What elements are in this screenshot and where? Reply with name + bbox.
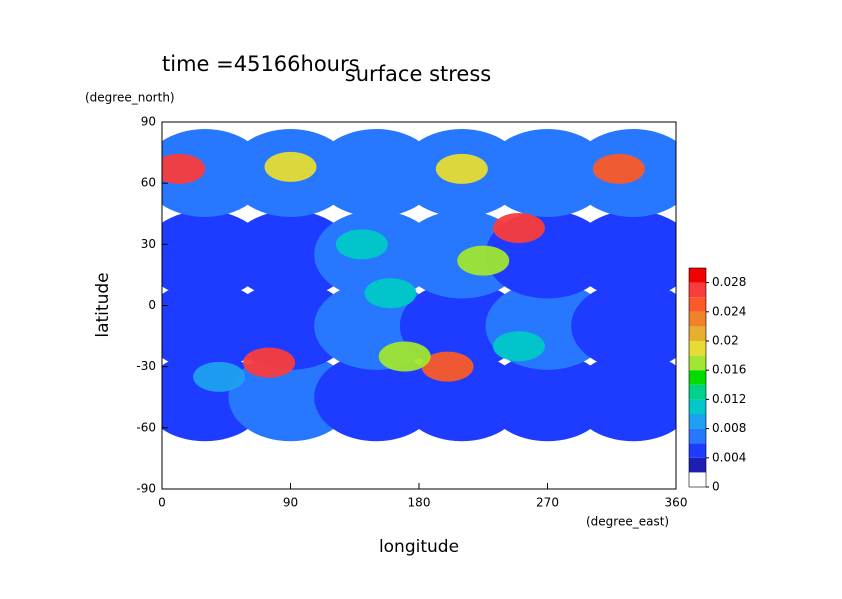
y-tick-label: 60 bbox=[141, 176, 156, 190]
colorbar-band bbox=[689, 341, 706, 356]
chart-title: surface stress bbox=[345, 62, 491, 86]
x-tick-label: 0 bbox=[158, 496, 166, 510]
contour-cell bbox=[335, 229, 388, 260]
y-tick-label: 30 bbox=[141, 237, 156, 251]
contour-cell bbox=[571, 353, 676, 442]
contour-cell bbox=[228, 210, 353, 299]
contour-cell bbox=[485, 128, 610, 217]
contour-cell bbox=[492, 213, 545, 244]
x-unit: (degree_east) bbox=[586, 515, 669, 529]
colorbar-tick-label: 0.028 bbox=[712, 275, 746, 289]
contour-cell bbox=[571, 281, 676, 370]
colorbar-band bbox=[689, 297, 706, 312]
field bbox=[162, 128, 676, 442]
colorbar-band bbox=[689, 370, 706, 385]
y-axis-label: latitude bbox=[93, 272, 113, 337]
colorbar-tick-label: 0.012 bbox=[712, 392, 746, 406]
contour-cell bbox=[399, 281, 524, 370]
colorbar-band bbox=[689, 326, 706, 341]
colorbar-band bbox=[689, 355, 706, 371]
colorbar-band bbox=[689, 443, 706, 458]
colorbar-band bbox=[689, 311, 706, 327]
colorbar-tick-label: 0 bbox=[712, 480, 720, 494]
contour-cell bbox=[364, 278, 417, 309]
contour-cell bbox=[378, 341, 431, 372]
subtitle: time =45166hours bbox=[162, 52, 360, 76]
contour-cell bbox=[421, 351, 474, 382]
colorbar-tick-label: 0.008 bbox=[712, 421, 746, 435]
contour-cell bbox=[314, 353, 439, 442]
colorbar-tick-label: 0.004 bbox=[712, 450, 746, 464]
colorbar-band bbox=[689, 428, 706, 444]
colorbar-band bbox=[689, 268, 706, 283]
colorbar-band bbox=[689, 282, 706, 298]
contour-cell bbox=[314, 128, 439, 217]
y-unit: (degree_north) bbox=[85, 91, 175, 105]
colorbar-tick-label: 0.024 bbox=[712, 304, 746, 318]
contour-cell bbox=[457, 245, 510, 276]
x-tick-label: 90 bbox=[283, 496, 298, 510]
x-axis-label: longitude bbox=[379, 537, 459, 557]
y-tick-label: -30 bbox=[136, 359, 156, 373]
contour-cell bbox=[162, 153, 206, 184]
contour-cell bbox=[485, 353, 610, 442]
contour-cell bbox=[264, 151, 317, 182]
colorbar-band bbox=[689, 384, 706, 400]
contour-cell bbox=[243, 347, 296, 378]
colorbar-band bbox=[689, 457, 706, 473]
y-tick-label: 0 bbox=[148, 298, 156, 312]
contour-cell bbox=[571, 210, 676, 299]
colorbar-band bbox=[689, 472, 706, 487]
x-tick-label: 180 bbox=[408, 496, 431, 510]
colorbar-band bbox=[689, 399, 706, 414]
contour-cell bbox=[193, 361, 246, 392]
contour-cell bbox=[435, 153, 488, 184]
contour-cell bbox=[592, 153, 645, 184]
colorbar-frame bbox=[688, 267, 707, 488]
colorbar-tick-label: 0.016 bbox=[712, 363, 746, 377]
x-tick-label: 270 bbox=[536, 496, 559, 510]
x-tick-label: 360 bbox=[665, 496, 688, 510]
contour-cell bbox=[492, 331, 545, 362]
colorbar-tick-label: 0.02 bbox=[712, 334, 739, 348]
y-tick-label: -90 bbox=[136, 482, 156, 496]
contour-cell bbox=[228, 281, 353, 370]
colorbar-band bbox=[689, 414, 706, 429]
y-tick-label: -60 bbox=[136, 420, 156, 434]
y-tick-label: 90 bbox=[141, 115, 156, 129]
